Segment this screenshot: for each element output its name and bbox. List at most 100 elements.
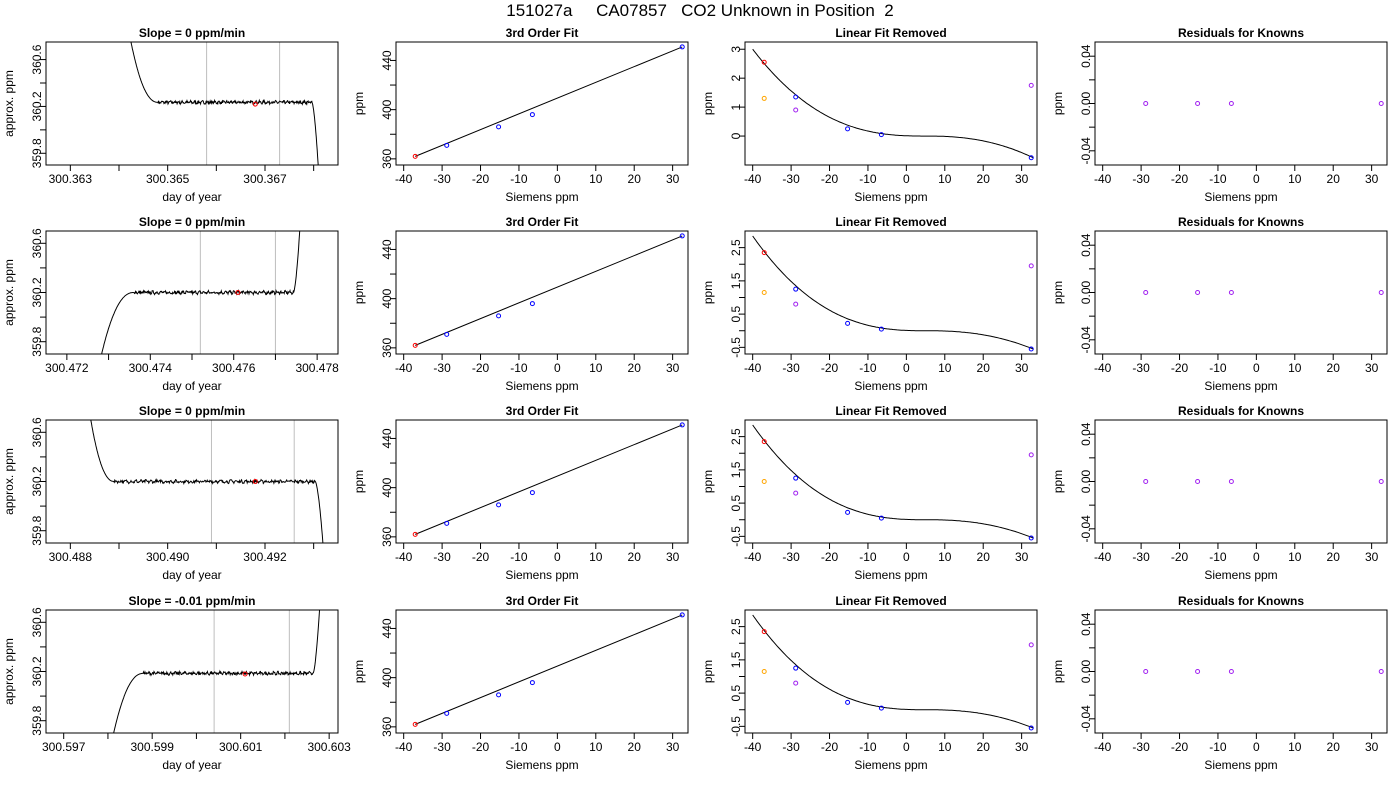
plot-frame	[1094, 419, 1388, 544]
panel-title: 3rd Order Fit	[506, 26, 579, 40]
panel-title: Linear Fit Removed	[835, 26, 946, 40]
x-tick-label: -10	[510, 172, 528, 186]
known-residual-point	[1195, 479, 1201, 484]
panel-trace-row4: Slope = -0.01 ppm/min day of year approx. …	[2, 594, 351, 772]
x-tick-label: -30	[1132, 172, 1150, 186]
y-axis-label: ppm	[701, 470, 715, 493]
x-tick-label: -30	[782, 550, 800, 564]
panel-title: Slope = 0 ppm/min	[139, 26, 245, 40]
fit-line	[415, 424, 683, 535]
x-tick-label: 10	[589, 172, 603, 186]
x-tick-label: 0	[903, 361, 910, 375]
x-tick-label: 30	[1015, 172, 1029, 186]
y-tick-label: 360	[380, 338, 394, 358]
x-tick-label: 300.472	[45, 361, 89, 375]
panel-title: Linear Fit Removed	[835, 404, 946, 418]
fit-point	[496, 124, 502, 130]
x-tick-label: 30	[666, 172, 680, 186]
plot-frame	[395, 419, 689, 544]
y-axis-label: ppm	[701, 92, 715, 115]
panel-title: 3rd Order Fit	[506, 594, 579, 608]
linear-residual-point	[761, 95, 767, 101]
y-axis-label: approx. ppm	[2, 638, 16, 705]
y-tick-label: -0.04	[1079, 705, 1093, 733]
x-tick-label: 10	[1288, 172, 1302, 186]
x-tick-label: 10	[938, 550, 952, 564]
ppm-trace-line	[130, 42, 319, 165]
x-tick-label: 30	[666, 740, 680, 754]
fit-point	[412, 531, 418, 537]
x-axis-label: Siemens ppm	[1204, 379, 1277, 393]
x-tick-label: 300.478	[295, 361, 339, 375]
ppm-trace-line	[113, 610, 321, 733]
x-tick-label: 0	[1253, 361, 1260, 375]
x-axis-label: Siemens ppm	[505, 190, 578, 204]
panel-title: Linear Fit Removed	[835, 215, 946, 229]
x-tick-label: 0	[554, 740, 561, 754]
x-tick-label: 0	[1253, 550, 1260, 564]
linear-residual-point	[761, 250, 767, 256]
y-tick-label: 2.5	[729, 618, 743, 635]
y-tick-label: 360.2	[30, 277, 44, 307]
x-tick-label: -20	[472, 172, 490, 186]
y-tick-label: -0.04	[1079, 515, 1093, 543]
linear-residual-point	[793, 301, 799, 307]
plot-frame	[45, 609, 339, 734]
panel-linear-row4: Linear Fit Removed Siemens ppm ppm -40 -30 -2…	[701, 594, 1038, 772]
fit-point	[444, 520, 450, 526]
x-tick-label: 10	[589, 361, 603, 375]
x-tick-label: -40	[744, 550, 762, 564]
panel-linear-row1: Linear Fit Removed Siemens ppm ppm -40 -30 -2…	[701, 26, 1038, 204]
y-tick-label: 359.8	[30, 138, 44, 168]
fit-point	[496, 313, 502, 319]
linear-residual-point	[793, 286, 799, 292]
fit-point	[412, 721, 418, 727]
known-residual-point	[1378, 669, 1384, 674]
x-tick-label: 30	[666, 550, 680, 564]
x-tick-label: 0	[554, 361, 561, 375]
linear-residual-point	[845, 509, 851, 515]
y-tick-label: 440	[380, 428, 394, 448]
linear-residual-point	[1028, 535, 1034, 541]
y-tick-label: -0.5	[729, 526, 743, 547]
y-tick-label: 0.04	[1079, 233, 1093, 257]
known-residual-point	[1143, 479, 1149, 484]
linear-residual-point	[793, 107, 799, 113]
x-tick-label: 20	[1327, 172, 1341, 186]
average-marker	[235, 290, 241, 295]
x-tick-label: -10	[510, 361, 528, 375]
x-tick-label: -30	[433, 361, 451, 375]
y-tick-label: -0.04	[1079, 326, 1093, 354]
linear-residual-point	[793, 665, 799, 671]
panel-trace-row2: Slope = 0 ppm/min day of year approx. ppm 3…	[2, 215, 339, 393]
x-tick-label: -40	[1094, 550, 1112, 564]
x-tick-label: -20	[821, 172, 839, 186]
y-tick-label: 400	[380, 477, 394, 497]
x-tick-label: 20	[977, 740, 991, 754]
y-tick-label: 360.2	[30, 656, 44, 686]
x-tick-label: 300.367	[243, 172, 287, 186]
y-axis-label: approx. ppm	[2, 70, 16, 137]
y-axis-label: ppm	[1051, 92, 1065, 115]
fit-point	[679, 422, 685, 428]
x-tick-label: -20	[1171, 361, 1189, 375]
panel-title: Residuals for Knowns	[1178, 404, 1304, 418]
fit-point	[412, 153, 418, 159]
y-axis-label: ppm	[352, 92, 366, 115]
plot-frame	[744, 419, 1038, 544]
figure-title: 151027a CA07857 CO2 Unknown in Position …	[506, 1, 894, 20]
y-tick-label: 0.00	[1079, 280, 1093, 304]
panel-title: Linear Fit Removed	[835, 594, 946, 608]
x-tick-label: -20	[472, 361, 490, 375]
x-axis-label: Siemens ppm	[1204, 758, 1277, 772]
x-tick-label: -40	[744, 361, 762, 375]
linear-residual-point	[1028, 346, 1034, 352]
panel-title: Slope = 0 ppm/min	[139, 215, 245, 229]
panel-fit-row3: 3rd Order Fit Siemens ppm ppm -40 -30 -20 -10 0…	[352, 404, 689, 582]
fit-point	[529, 112, 535, 118]
x-tick-label: 30	[1365, 172, 1379, 186]
x-tick-label: -40	[744, 172, 762, 186]
y-tick-label: 2.5	[729, 239, 743, 256]
x-tick-label: -30	[1132, 740, 1150, 754]
